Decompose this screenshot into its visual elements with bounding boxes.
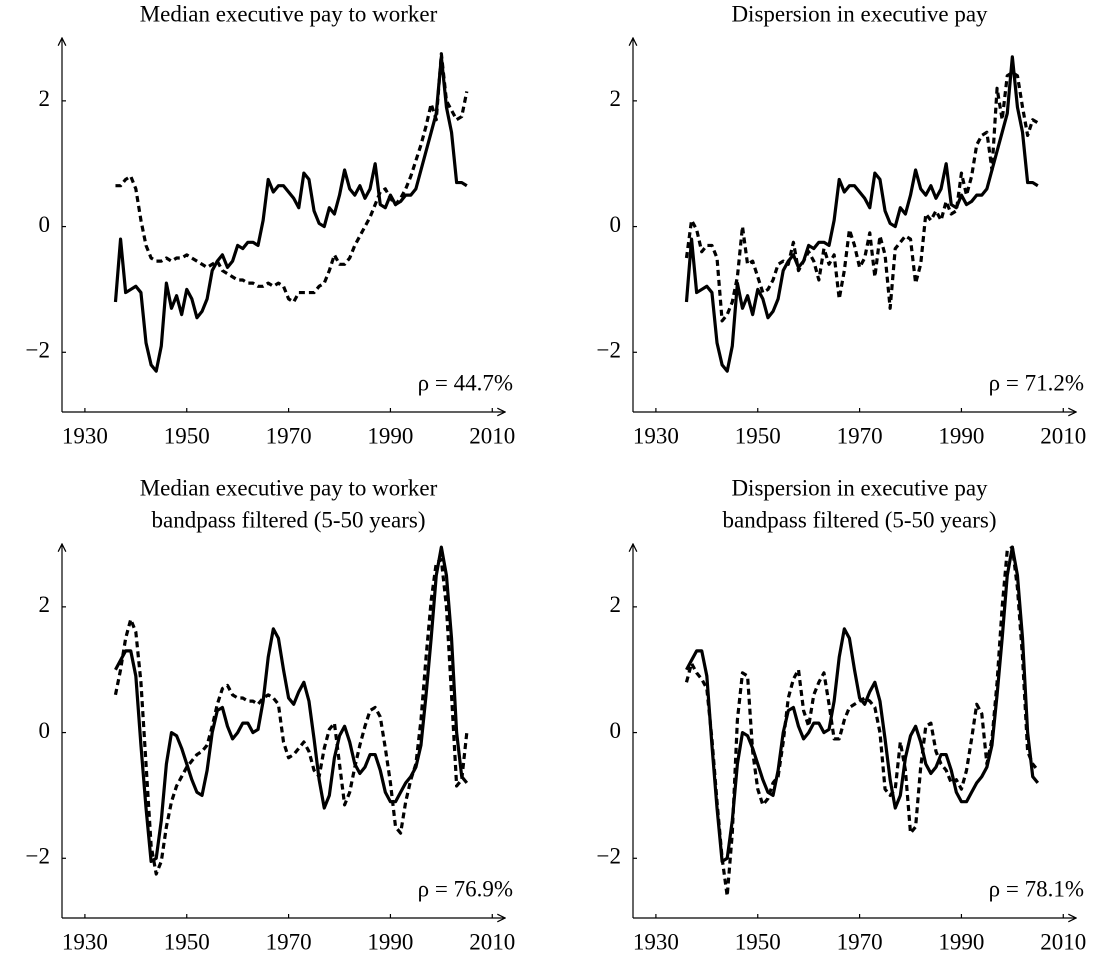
chart-title: Median executive pay to worker <box>140 1 438 26</box>
chart-subtitle: bandpass filtered (5-50 years) <box>152 507 426 532</box>
y-tick-label: −2 <box>597 844 621 869</box>
y-tick-label: −2 <box>597 338 621 363</box>
data-line <box>684 545 1040 898</box>
x-tick-label: 1930 <box>633 929 679 954</box>
x-tick-label: 1950 <box>164 423 210 448</box>
x-tick-label: 1930 <box>633 423 679 448</box>
y-tick-label: 2 <box>610 86 622 111</box>
data-line <box>684 70 1039 323</box>
x-tick-label: 1990 <box>938 423 984 448</box>
annotation: ρ = 78.1% <box>989 876 1084 901</box>
x-tick-label: 1950 <box>164 929 210 954</box>
x-tick-label: 1950 <box>735 423 781 448</box>
x-tick-label: 1970 <box>837 423 883 448</box>
y-tick-label: −2 <box>26 338 50 363</box>
x-tick-label: 1990 <box>367 423 413 448</box>
x-tick-label: 1990 <box>367 929 413 954</box>
y-tick-label: 0 <box>39 718 51 743</box>
x-tick-label: 1970 <box>266 423 312 448</box>
annotation: ρ = 71.2% <box>989 370 1084 395</box>
data-line <box>684 55 1039 373</box>
x-tick-label: 1950 <box>735 929 781 954</box>
chart-title: Median executive pay to worker <box>140 475 438 500</box>
y-tick-label: −2 <box>26 844 50 869</box>
y-tick-label: 0 <box>39 212 51 237</box>
data-line <box>115 52 469 304</box>
x-tick-label: 2010 <box>1040 929 1086 954</box>
x-tick-label: 1990 <box>938 929 984 954</box>
x-tick-label: 2010 <box>469 929 515 954</box>
y-tick-label: 0 <box>610 212 622 237</box>
data-line <box>685 545 1040 864</box>
data-line <box>114 545 469 864</box>
chart-title: Dispersion in executive pay <box>731 1 988 26</box>
y-tick-label: 2 <box>610 592 622 617</box>
x-tick-label: 1970 <box>837 929 883 954</box>
data-line <box>113 558 469 876</box>
y-tick-label: 0 <box>610 718 622 743</box>
annotation: ρ = 76.9% <box>418 876 513 901</box>
x-tick-label: 1930 <box>62 423 108 448</box>
y-tick-label: 2 <box>39 86 51 111</box>
y-tick-label: 2 <box>39 592 51 617</box>
data-line <box>113 55 468 373</box>
chart-subtitle: bandpass filtered (5-50 years) <box>723 507 997 532</box>
annotation: ρ = 44.7% <box>418 370 513 395</box>
x-tick-label: 1970 <box>266 929 312 954</box>
x-tick-label: 2010 <box>469 423 515 448</box>
x-tick-label: 2010 <box>1040 423 1086 448</box>
chart-title: Dispersion in executive pay <box>731 475 988 500</box>
x-tick-label: 1930 <box>62 929 108 954</box>
